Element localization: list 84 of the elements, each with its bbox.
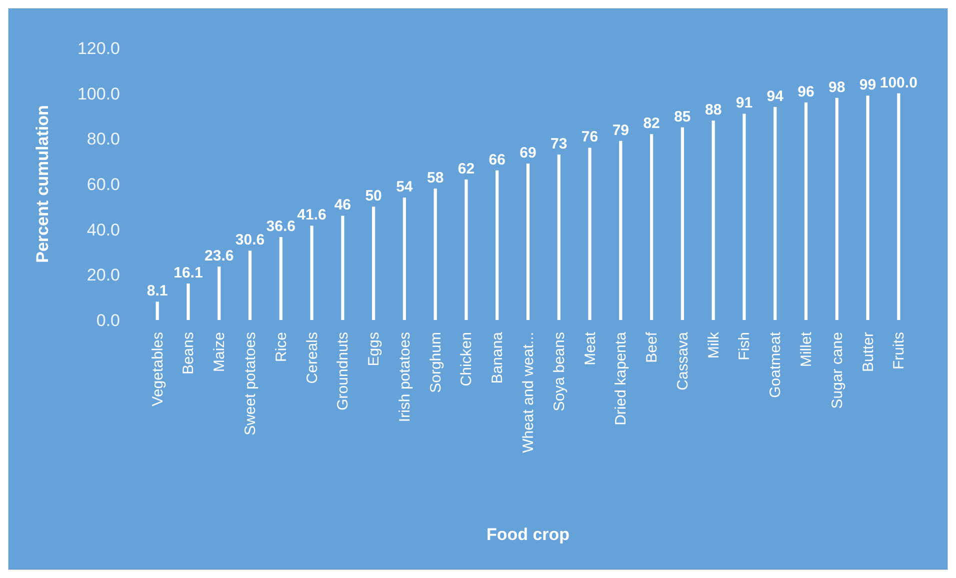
bar <box>866 96 870 320</box>
bar <box>526 164 530 320</box>
x-tick-label: Fruits <box>890 332 908 370</box>
y-tick-label: 80.0 <box>86 130 120 149</box>
x-tick-label: Irish potatoes <box>396 332 414 422</box>
x-tick-label: Butter <box>860 332 877 372</box>
x-tick-label: Sorghum <box>427 332 444 393</box>
bar <box>742 114 746 320</box>
data-label: 99 <box>859 76 876 94</box>
bar <box>650 134 654 320</box>
bar <box>835 98 838 320</box>
x-tick-label: Rice <box>272 332 290 362</box>
x-tick-label: Fish <box>736 332 754 360</box>
bar <box>310 226 314 320</box>
bar <box>341 216 344 320</box>
data-label: 66 <box>488 151 506 168</box>
data-label: 100.0 <box>880 74 918 92</box>
bar <box>372 206 376 320</box>
data-label: 82 <box>643 115 660 132</box>
x-tick-label: Sugar cane <box>828 332 846 409</box>
data-label: 76 <box>581 128 598 146</box>
y-tick-label: 100.0 <box>77 84 120 104</box>
data-label: 8.1 <box>146 282 168 300</box>
x-tick-label: Goatmeat <box>767 331 784 398</box>
data-label: 46 <box>334 196 352 214</box>
bar <box>680 127 684 320</box>
bar <box>712 120 715 320</box>
x-tick-label: Soya beans <box>550 332 568 412</box>
bar <box>434 188 437 320</box>
x-tick-label: Maize <box>211 332 228 372</box>
data-label: 96 <box>798 83 814 100</box>
data-label: 50 <box>365 188 382 205</box>
x-tick-label: Banana <box>489 331 506 384</box>
data-label: 30.6 <box>235 232 265 249</box>
bar <box>402 198 406 320</box>
data-label: 73 <box>550 136 568 153</box>
bar <box>619 140 622 320</box>
data-label: 69 <box>520 144 536 162</box>
bar <box>279 237 282 320</box>
data-label: 62 <box>458 160 475 178</box>
y-tick-label: 60.0 <box>86 174 120 194</box>
bar <box>774 106 777 320</box>
data-label: 94 <box>766 88 784 105</box>
bar <box>186 284 190 320</box>
bar <box>557 154 560 320</box>
bar <box>804 102 808 320</box>
bar <box>496 170 499 320</box>
data-label: 23.6 <box>204 248 234 265</box>
x-tick-label: Cereals <box>304 332 321 384</box>
x-axis-title: Food crop <box>486 525 570 544</box>
data-label: 41.6 <box>297 206 326 224</box>
data-label: 85 <box>674 108 691 126</box>
x-tick-label: Chicken <box>458 332 476 386</box>
x-tick-label: Eggs <box>366 332 383 366</box>
bar <box>156 302 159 320</box>
y-tick-label: 120.0 <box>77 38 120 58</box>
data-label: 58 <box>426 170 444 187</box>
bar <box>897 93 900 320</box>
y-tick-label: 0.0 <box>96 310 120 330</box>
data-label: 16.1 <box>174 264 203 282</box>
data-label: 54 <box>396 178 414 196</box>
x-tick-label: Millet <box>798 331 815 368</box>
data-label: 88 <box>704 102 722 119</box>
data-label: 91 <box>736 94 753 112</box>
x-tick-label: Wheat and weat... <box>520 332 537 453</box>
x-tick-label: Beans <box>180 332 198 375</box>
data-label: 79 <box>612 122 630 139</box>
y-axis-title: Percent cumulation <box>33 105 52 263</box>
bar <box>248 250 252 320</box>
bar <box>588 148 592 320</box>
bar <box>464 179 468 320</box>
x-tick-label: Beef <box>644 331 661 363</box>
y-tick-label: 20.0 <box>86 266 120 285</box>
x-tick-label: Groundnuts <box>334 332 352 410</box>
bar <box>218 266 221 320</box>
x-tick-label: Dried kapenta <box>612 331 630 426</box>
x-tick-label: Vegetables <box>149 332 166 406</box>
x-tick-label: Milk <box>705 332 722 359</box>
data-label: 36.6 <box>266 218 296 236</box>
x-tick-label: Sweet potatoes <box>242 332 260 436</box>
data-label: 98 <box>828 78 846 96</box>
x-tick-label: Meat <box>582 331 599 366</box>
y-tick-label: 40.0 <box>86 220 120 240</box>
x-tick-label: Cassava <box>674 331 692 390</box>
